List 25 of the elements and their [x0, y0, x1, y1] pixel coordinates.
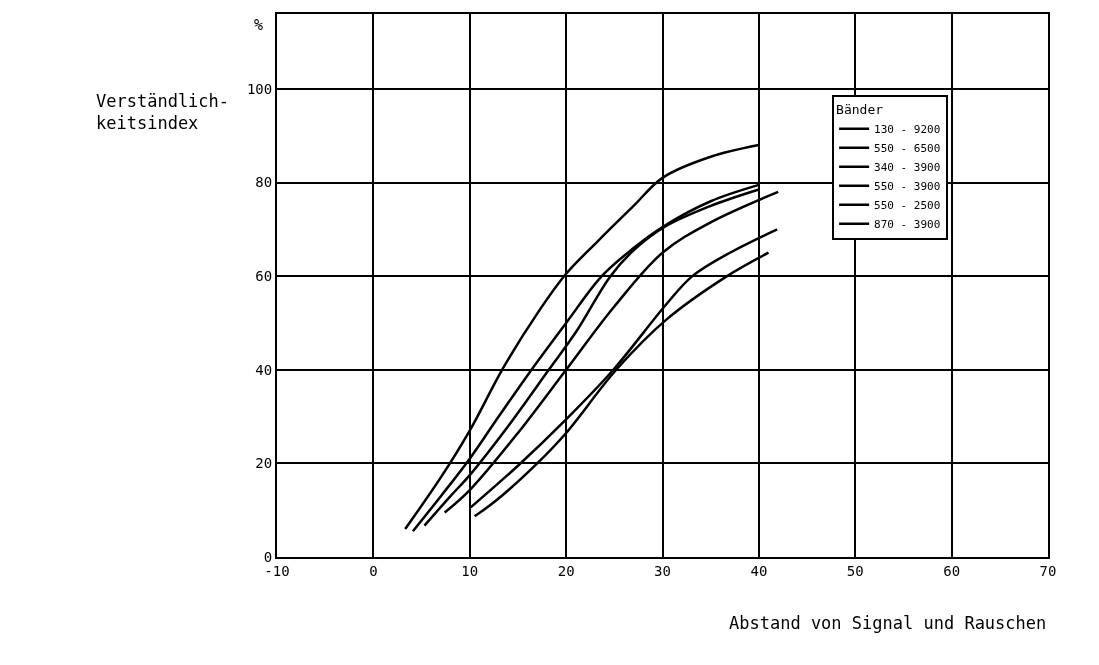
text: %: [254, 16, 264, 34]
y-tick-label: 20: [255, 455, 273, 472]
y-tick-label: 40: [255, 361, 273, 378]
x-tick-label: 60: [943, 562, 961, 579]
x-tick-label: 50: [846, 562, 864, 579]
legend-label: 130 - 9200: [874, 123, 941, 137]
legend-label: 340 - 3900: [874, 161, 941, 175]
legend-label: 870 - 3900: [874, 218, 941, 232]
x-tick-label: 20: [557, 562, 575, 579]
legend-title: Bänder: [836, 102, 884, 118]
y-axis-title: Verständlich- keitsindex: [96, 91, 230, 134]
x-tick-label: -10: [264, 562, 290, 579]
y-tick-label: 100: [246, 80, 273, 97]
x-tick-label: 70: [1039, 562, 1057, 579]
y-tick-label: 60: [255, 268, 273, 285]
y-tick-label: 80: [255, 174, 273, 191]
x-tick-label: 30: [654, 562, 671, 579]
legend-label: 550 - 2500: [874, 199, 941, 213]
x-tick-label: 0: [369, 562, 378, 579]
y-tick-label: 0: [263, 548, 273, 565]
legend-label: 550 - 3900: [874, 180, 941, 194]
legend-label: 550 - 6500: [874, 142, 941, 156]
x-tick-label: 40: [750, 562, 768, 579]
x-tick-label: 10: [461, 562, 479, 579]
x-axis-title: Abstand von Signal und Rauschen: [729, 613, 1047, 633]
